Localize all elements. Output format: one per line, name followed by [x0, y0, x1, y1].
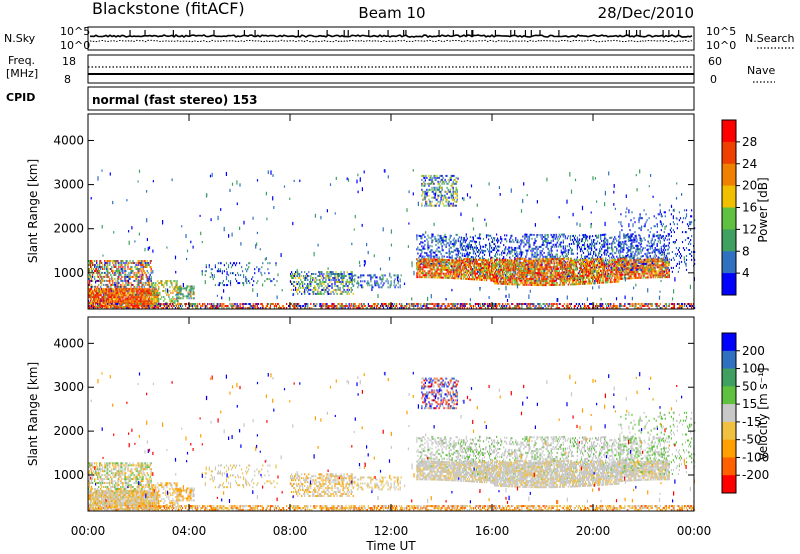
- cpid-label: CPID: [6, 91, 35, 104]
- beam-title: Beam 10: [358, 4, 425, 22]
- colorbar-tick-label: 20: [742, 179, 757, 193]
- freq-panel: Freq. [MHz] 18 8 60 0 Nave: [6, 54, 775, 86]
- cpid-value: normal (fast stereo) 153: [92, 93, 258, 107]
- colorbar-tick-label: 4: [742, 266, 750, 280]
- colorbar-tick-label: 16: [742, 201, 757, 215]
- colorbar-segment: [722, 457, 736, 476]
- colorbar-segment: [722, 207, 736, 230]
- y-tick-label: 4000: [53, 336, 84, 350]
- colorbar-tick-label: -100: [742, 450, 769, 464]
- noise-trace: [89, 30, 693, 43]
- colorbar-tick-label: 12: [742, 222, 757, 236]
- freq-tick-top: 18: [62, 55, 76, 68]
- x-tick-label: 20:00: [576, 524, 611, 538]
- x-axis-label: Time UT: [365, 539, 416, 553]
- x-tick-labels: 00:00 04:00 08:00 12:00 16:00 20:00 00:00: [71, 524, 712, 538]
- colorbar-segment: [722, 120, 736, 143]
- noise-left-tick-top: 10^5: [60, 25, 90, 38]
- colorbar-segment: [722, 386, 736, 405]
- date-title: 28/Dec/2010: [598, 4, 694, 22]
- power-ylabel: Slant Range [km]: [26, 159, 40, 263]
- colorbar-segment: [722, 368, 736, 387]
- colorbar-segment: [722, 141, 736, 165]
- n-sky-trace: [90, 33, 693, 38]
- velocity-axis: 1000 2000 3000 4000: [53, 317, 695, 511]
- power-colorbar: 4 8 12 16 20 24 28: [721, 119, 757, 296]
- station-title: Blackstone (fitACF): [92, 0, 245, 18]
- colorbar-tick-label: -15: [742, 415, 762, 429]
- colorbar-segment: [722, 333, 736, 352]
- noise-right-tick-top: 10^5: [706, 25, 736, 38]
- colorbar-frame: [721, 332, 737, 494]
- nave-label: Nave: [747, 64, 775, 77]
- noise-right-tick-bottom: 10^0: [706, 39, 736, 52]
- nave-tick-top: 60: [708, 55, 722, 68]
- colorbar-segment: [722, 229, 736, 252]
- colorbar-segment: [722, 185, 736, 208]
- colorbar-tick-label: -200: [742, 468, 769, 482]
- velocity-colorbar: 200 100 50 15 -15 -50 -100 -200: [721, 332, 769, 494]
- y-tick-label: 3000: [53, 178, 84, 192]
- colorbar-tick-label: 28: [742, 135, 757, 149]
- power-colorbar-label: Power [dB]: [756, 177, 770, 242]
- freq-tick-bottom: 8: [64, 73, 71, 86]
- x-tick-label: 08:00: [273, 524, 308, 538]
- n-search-label: N.Search: [745, 32, 795, 45]
- x-tick-label: 04:00: [172, 524, 207, 538]
- colorbar-segment: [722, 421, 736, 441]
- colorbar-tick-label: 15: [742, 397, 757, 411]
- noise-left-tick-bottom: 10^0: [60, 39, 90, 52]
- x-tick-label: 16:00: [475, 524, 510, 538]
- y-tick-label: 2000: [53, 222, 84, 236]
- freq-label: Freq.: [8, 54, 35, 67]
- cpid-panel: [87, 86, 695, 111]
- velocity-ylabel: Slant Range [km]: [26, 362, 40, 466]
- colorbar-tick-label: 24: [742, 157, 757, 171]
- y-tick-label: 2000: [53, 424, 84, 438]
- freq-unit-label: [MHz]: [6, 67, 38, 80]
- noise-panel: N.Sky 10^5 10^0 10^5 10^0 N.Search: [4, 25, 795, 52]
- velocity-colorbar-label: Velocity [m s⁻¹]: [756, 367, 770, 460]
- colorbar-tick-label: 50: [742, 379, 757, 393]
- power-axis: 1000 2000 3000 4000: [53, 114, 695, 309]
- y-tick-label: 1000: [53, 468, 84, 482]
- colorbar-tick-label: 8: [742, 244, 750, 258]
- n-search-trace: [89, 39, 693, 43]
- colorbar-segment: [722, 251, 736, 274]
- colorbar-tick-label: 100: [742, 362, 765, 376]
- velocity-heatmap: [88, 371, 696, 511]
- y-tick-label: 4000: [53, 133, 84, 147]
- x-tick-label: 12:00: [374, 524, 409, 538]
- nave-tick-bottom: 0: [710, 73, 717, 86]
- colorbar-tick-label: 200: [742, 344, 765, 358]
- colorbar-segment: [722, 439, 736, 458]
- x-tick-label: 00:00: [677, 524, 712, 538]
- colorbar-segment: [722, 475, 736, 494]
- n-sky-label: N.Sky: [4, 32, 36, 45]
- power-heatmap: [88, 169, 696, 309]
- colorbar-segment: [722, 273, 736, 296]
- x-tick-label: 00:00: [71, 524, 106, 538]
- colorbar-segment: [722, 404, 736, 423]
- y-tick-label: 1000: [53, 266, 84, 280]
- colorbar-segment: [722, 350, 736, 370]
- y-tick-label: 3000: [53, 380, 84, 394]
- colorbar-tick-label: -50: [742, 433, 762, 447]
- colorbar-segment: [722, 163, 736, 187]
